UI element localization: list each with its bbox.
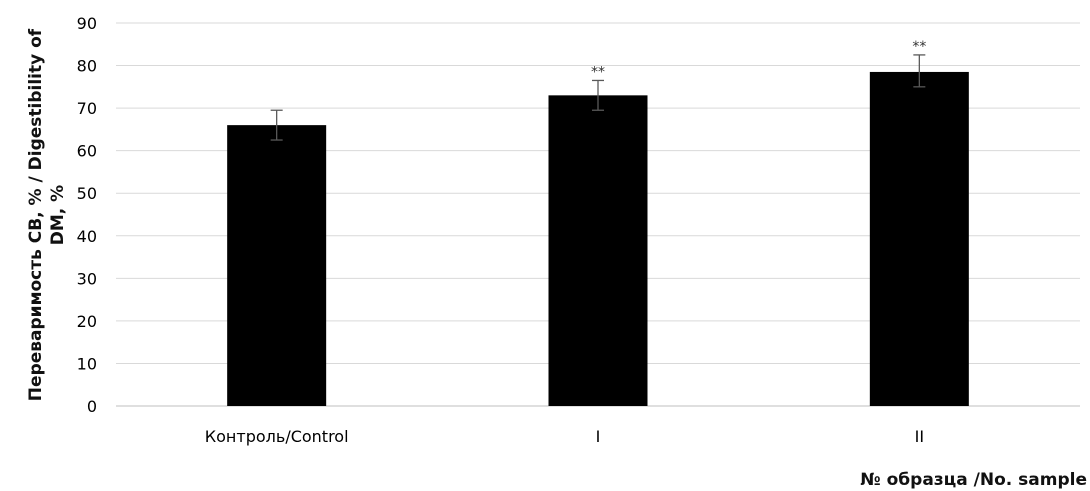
y-tick-label: 30: [77, 269, 97, 288]
significance-label: **: [591, 64, 605, 80]
bar: [869, 71, 969, 406]
error-bar: [270, 109, 283, 141]
y-tick-label: 10: [77, 354, 97, 373]
y-tick-label: 20: [77, 312, 97, 331]
y-axis-ticks: 0 10 20 30 40 50 60 70 80 90: [77, 14, 97, 416]
error-bar: [913, 54, 926, 88]
error-bars: [270, 54, 926, 141]
x-tick-label: Контроль/Control: [205, 427, 349, 446]
y-tick-label: 70: [77, 99, 97, 118]
bar: [548, 95, 648, 406]
y-tick-label: 90: [77, 14, 97, 33]
y-tick-label: 80: [77, 57, 97, 76]
bar: [227, 125, 327, 406]
x-axis-ticks: Контроль/Control I II: [205, 427, 924, 446]
x-tick-label: I: [596, 427, 601, 446]
y-tick-label: 40: [77, 227, 97, 246]
x-tick-label: II: [915, 427, 924, 446]
significance-label: **: [912, 39, 926, 55]
error-bar: [592, 79, 604, 111]
y-tick-label: 0: [87, 397, 97, 416]
y-tick-label: 60: [77, 142, 97, 161]
bars: [227, 71, 969, 406]
y-axis-title-line2: DM, %: [48, 185, 68, 245]
significance-marks: ** **: [591, 39, 926, 81]
x-axis-title: № образца /No. sample: [860, 470, 1087, 490]
y-tick-label: 50: [77, 184, 97, 203]
y-axis-title-line1: Переваримость СВ, % / Digestibility of: [26, 28, 46, 401]
